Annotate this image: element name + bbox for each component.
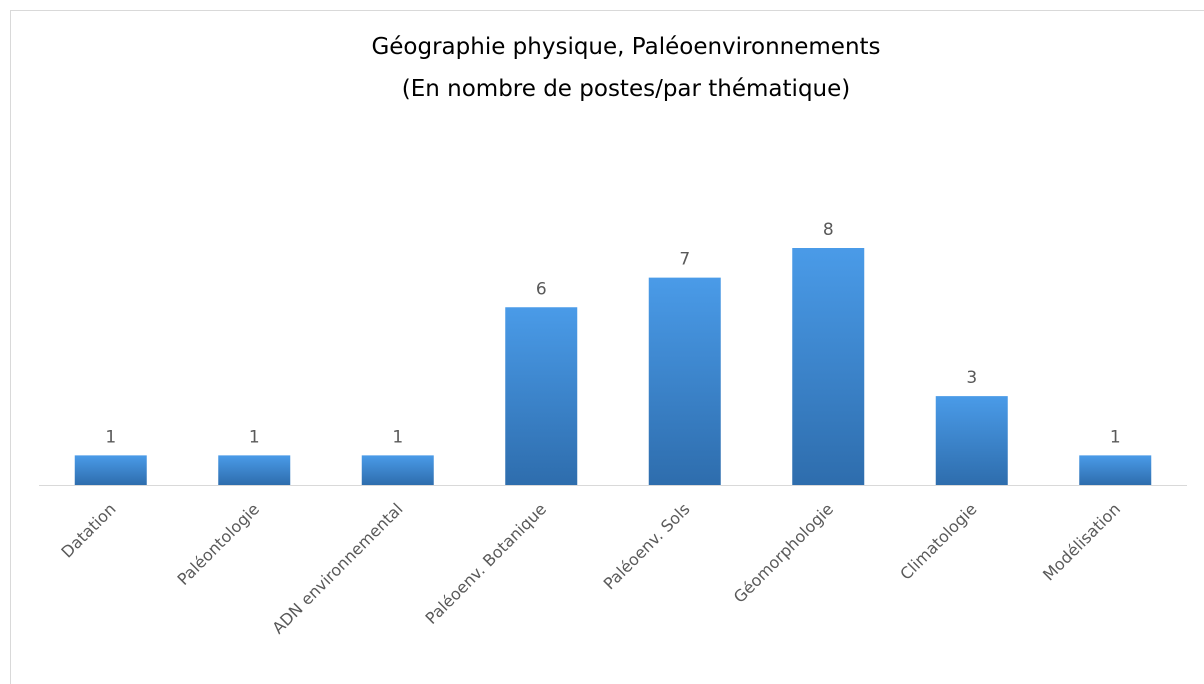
chart-title: Géographie physique, Paléoenvironnements bbox=[371, 34, 880, 60]
data-label: 1 bbox=[1110, 427, 1121, 447]
data-label: 6 bbox=[536, 279, 547, 299]
chart-subtitle: (En nombre de postes/par thématique) bbox=[402, 76, 851, 102]
chart-frame bbox=[10, 10, 1204, 684]
data-label: 1 bbox=[249, 427, 260, 447]
bar bbox=[361, 455, 434, 485]
bar bbox=[505, 307, 578, 485]
data-label: 1 bbox=[105, 427, 116, 447]
data-label: 3 bbox=[966, 368, 977, 388]
bar bbox=[792, 248, 865, 485]
data-label: 8 bbox=[823, 220, 834, 240]
bar bbox=[648, 277, 721, 485]
bar bbox=[74, 455, 147, 485]
data-label: 1 bbox=[392, 427, 403, 447]
bar bbox=[935, 396, 1008, 485]
bar bbox=[218, 455, 291, 485]
data-label: 7 bbox=[679, 250, 690, 270]
bar bbox=[1079, 455, 1152, 485]
